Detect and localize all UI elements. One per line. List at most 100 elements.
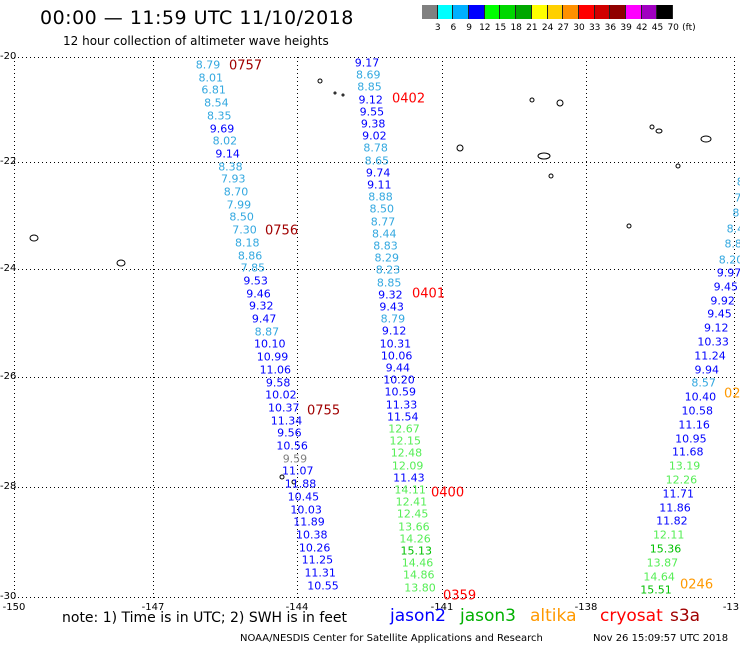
legend-label: 36: [604, 23, 617, 33]
wave-height-value: 8.79: [380, 312, 406, 326]
wave-height-value: 11.07: [282, 464, 314, 478]
wave-height-value: 9.45: [713, 280, 739, 294]
pass-time-tag: 0246: [680, 577, 714, 593]
legend-swatch: [422, 5, 438, 19]
wave-height-value: 10.02: [265, 388, 297, 402]
island-outline: [333, 91, 337, 95]
wave-height-value: 9.12: [704, 321, 729, 335]
wave-height-value: 11.71: [662, 487, 694, 501]
wave-height-value: 10.03: [290, 503, 322, 516]
legend-swatch: [531, 5, 548, 19]
wave-height-value: 9.32: [378, 288, 403, 302]
generated-timestamp: Nov 26 15:09:57 UTC 2018: [593, 633, 729, 644]
satellite-legend-jason2: jason2: [390, 606, 446, 626]
legend-swatch: [657, 5, 673, 19]
longitude-label: -144: [285, 602, 309, 613]
legend-label: 33: [588, 23, 601, 33]
legend-swatch: [641, 5, 658, 19]
legend-label: 9: [466, 23, 472, 33]
wave-height-value: 9.56: [277, 426, 302, 440]
island-outline: [29, 234, 39, 242]
wave-height-value: 9.92: [710, 294, 735, 308]
wave-height-value: 8.18: [235, 236, 260, 250]
wave-height-value: 7.99: [226, 198, 252, 212]
island-outline: [548, 173, 554, 179]
wave-height-value: 10.20: [383, 373, 415, 387]
legend-label: 24: [541, 23, 554, 33]
wave-height-value: 8.02: [212, 134, 238, 148]
wave-height-value: 8.4: [726, 222, 740, 235]
wave-height-value: 8.: [732, 206, 740, 220]
island-outline: [317, 78, 323, 84]
wave-height-value: 9.74: [365, 166, 391, 180]
island-outline: [116, 259, 126, 267]
legend-label: 12: [479, 23, 491, 33]
wave-height-value: 10.40: [684, 390, 717, 404]
wave-height-value: 8.8: [724, 237, 740, 251]
wave-height-value: 12.41: [395, 495, 428, 509]
wave-height-value: 8.01: [198, 71, 224, 85]
pass-time-tag: 0756: [265, 223, 299, 239]
wave-height-value: 14.86: [403, 568, 435, 582]
satellite-legend-s3a: s3a: [670, 606, 701, 626]
latitude-label: -20: [0, 51, 17, 62]
legend-label: 6: [450, 23, 457, 33]
longitude-label: -138: [574, 602, 598, 613]
wave-height-value: 7.93: [220, 172, 246, 186]
wave-height-value: 11.25: [301, 553, 334, 567]
legend-swatch: [578, 5, 595, 19]
map-graticule: [14, 57, 737, 600]
wave-height-value: 11.34: [270, 414, 303, 428]
wave-height-value: 7.30: [232, 223, 257, 237]
legend-swatch: [500, 5, 517, 19]
island-outline: [537, 152, 551, 160]
longitude-label: -13: [722, 602, 740, 613]
wave-height-value: 9.59: [282, 452, 308, 466]
legend-labels: 3 6 9 12 15 18 21 24 27 30 33 36 39 42 45 70 (ft): [422, 23, 696, 35]
wave-height-value: 15.51: [640, 583, 672, 597]
wave-height-value: 8.87: [254, 325, 280, 339]
wave-height-value: 10.95: [675, 432, 707, 446]
wave-height-value: 11.86: [659, 501, 691, 515]
legend-swatch: [563, 5, 579, 19]
wave-height-value: 12.48: [390, 446, 423, 460]
longitude-label: -141: [430, 602, 454, 613]
wave-height-value: 11.54: [386, 410, 419, 424]
wave-height-value: 8.54: [204, 96, 229, 110]
legend-label: 30: [573, 23, 585, 33]
wave-height-value: 9.55: [359, 105, 385, 119]
map-title: 00:00 — 11:59 UTC 11/10/2018: [40, 7, 354, 29]
island-outline: [626, 223, 632, 229]
island-outline: [675, 163, 681, 169]
latitude-label: -26: [0, 371, 17, 382]
wave-height-value: 8.85: [357, 80, 382, 94]
pass-time-tag: 02: [724, 386, 740, 402]
island-outline: [556, 99, 564, 107]
pass-time-tag: 0755: [307, 403, 341, 419]
wave-height-value: 10.55: [307, 579, 339, 593]
wave-height-value: 14.11: [394, 483, 426, 497]
legend-label: (ft): [682, 23, 696, 33]
wave-height-value: 8.: [737, 176, 740, 189]
wave-height-value: 10.06: [380, 349, 413, 363]
wave-height-value: 13.80: [404, 581, 436, 595]
wave-height-value: 13.87: [646, 556, 679, 570]
island-outline: [279, 474, 285, 480]
wave-height-value: 8.83: [373, 239, 398, 253]
pass-time-tag: 0757: [229, 58, 263, 74]
longitude-label: -147: [141, 602, 165, 613]
wave-height-value: 12.26: [665, 473, 698, 487]
wave-height-value: 15.13: [400, 544, 433, 558]
island-outline: [456, 144, 464, 152]
wave-height-value: 10.56: [276, 439, 308, 453]
island-outline: [655, 128, 663, 134]
wave-height-value: 6.81: [201, 83, 226, 97]
wave-height-value: 11.16: [678, 418, 710, 432]
map-panel: [14, 57, 737, 600]
wave-height-value: 9.46: [246, 287, 271, 301]
wave-height-value: 8.77: [370, 215, 396, 229]
legend-swatch: [437, 5, 454, 19]
wave-height-value: 9.97: [716, 266, 740, 280]
pass-time-tag: 0400: [431, 485, 465, 501]
credit-text: NOAA/NESDIS Center for Satellite Applica…: [240, 633, 543, 644]
